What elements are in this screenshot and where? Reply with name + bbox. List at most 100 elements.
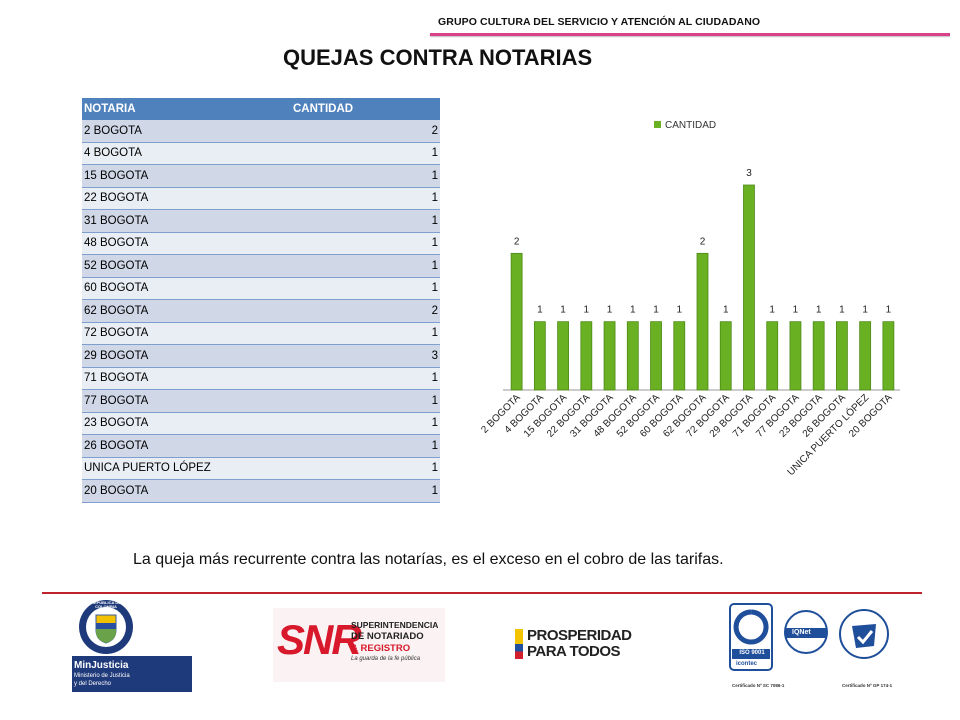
certificate-1-label: Certificado Nº SC 7086-1	[732, 683, 785, 688]
column-header-cantidad: CANTIDAD	[291, 98, 440, 120]
cantidad-cell: 2	[291, 299, 440, 323]
data-label: 1	[862, 305, 868, 316]
prosperidad-line1: PROSPERIDAD	[527, 627, 632, 644]
bar	[719, 321, 732, 391]
table-row: 15 BOGOTA 1	[82, 164, 440, 188]
table-row: 4 BOGOTA 1	[82, 142, 440, 165]
minjusticia-line2: y del Derecho	[74, 681, 112, 687]
bar	[696, 252, 709, 391]
notaria-cell: 62 BOGOTA	[82, 299, 291, 323]
data-label: 3	[746, 168, 752, 179]
table-row: 31 BOGOTA 1	[82, 209, 440, 233]
certificate-2-label: Certificado Nº GP 174-1	[842, 683, 893, 688]
notaria-cell: 60 BOGOTA	[82, 277, 291, 300]
table-row: 52 BOGOTA 1	[82, 254, 440, 278]
bar	[510, 252, 523, 391]
bar	[626, 321, 639, 391]
minjusticia-line1: Ministerio de Justicia	[74, 673, 130, 679]
snr-line3: & REGISTRO	[351, 643, 411, 654]
bar	[882, 321, 895, 391]
footnote: La queja más recurrente contra las notar…	[133, 551, 724, 568]
data-label: 2	[514, 236, 520, 247]
table-row: 60 BOGOTA 1	[82, 277, 440, 300]
chart-legend: CANTIDAD	[654, 120, 716, 131]
table-row: 23 BOGOTA 1	[82, 412, 440, 435]
icontec-label: icontec	[736, 661, 758, 667]
data-label: 1	[793, 305, 799, 316]
data-label: 1	[607, 305, 613, 316]
notaria-cell: 2 BOGOTA	[82, 120, 291, 143]
legend-swatch	[654, 121, 661, 128]
snr-logo: SNR SUPERINTENDENCIA DE NOTARIADO & REGI…	[273, 608, 445, 682]
notaria-cell: 52 BOGOTA	[82, 254, 291, 278]
snr-tagline: La guarda de la fe pública	[351, 656, 421, 662]
iso-label: ISO 9001	[739, 650, 765, 656]
table-row: 77 BOGOTA 1	[82, 389, 440, 413]
org-header: GRUPO CULTURA DEL SERVICIO Y ATENCIÓN AL…	[438, 16, 761, 28]
column-header-notaria: NOTARIA	[82, 98, 291, 120]
notaria-cell: 77 BOGOTA	[82, 389, 291, 413]
notaria-cell: 31 BOGOTA	[82, 209, 291, 233]
data-label: 1	[723, 305, 729, 316]
cantidad-cell: 1	[291, 457, 440, 480]
table-row: 22 BOGOTA 1	[82, 187, 440, 210]
cantidad-cell: 1	[291, 142, 440, 165]
iqnet-label: IQNet	[792, 629, 811, 636]
cantidad-cell: 1	[291, 209, 440, 233]
table-row: 29 BOGOTA 3	[82, 344, 440, 368]
bar	[557, 321, 569, 391]
cantidad-cell: 3	[291, 344, 440, 368]
bar	[743, 184, 755, 391]
minjusticia-name: MinJusticia	[74, 660, 129, 671]
bar	[789, 321, 802, 391]
cantidad-cell: 1	[291, 479, 440, 503]
data-label: 1	[769, 305, 775, 316]
complaints-table: NOTARIA CANTIDAD 2 BOGOTA 2 4 BOGOTA 1 15 BO…	[82, 98, 440, 503]
notaria-cell: 22 BOGOTA	[82, 187, 291, 210]
table-row: UNICA PUERTO LÓPEZ 1	[82, 457, 440, 480]
bar	[766, 321, 779, 391]
cantidad-cell: 1	[291, 277, 440, 300]
prosperidad-line2: PARA TODOS	[527, 643, 621, 660]
data-label: 1	[560, 305, 566, 316]
bar	[812, 321, 825, 391]
page-title: QUEJAS CONTRA NOTARIAS	[283, 45, 593, 70]
legend-label: CANTIDAD	[665, 120, 716, 131]
notaria-cell: 72 BOGOTA	[82, 322, 291, 345]
notaria-cell: 29 BOGOTA	[82, 344, 291, 368]
data-label: 1	[653, 305, 659, 316]
cantidad-cell: 1	[291, 322, 440, 345]
notaria-cell: 15 BOGOTA	[82, 164, 291, 188]
data-label: 1	[816, 305, 822, 316]
coat-of-arms-icon	[72, 600, 192, 692]
cantidad-cell: 1	[291, 389, 440, 413]
cantidad-cell: 1	[291, 164, 440, 188]
prosperidad-logo: PROSPERIDAD PARA TODOS	[515, 627, 643, 663]
bar	[836, 321, 848, 391]
data-label: 1	[886, 305, 892, 316]
cantidad-cell: 1	[291, 187, 440, 210]
data-label: 1	[630, 305, 636, 316]
bar	[673, 321, 686, 391]
notaria-cell: 26 BOGOTA	[82, 434, 291, 458]
table-header-row: NOTARIA CANTIDAD	[82, 98, 440, 120]
notaria-cell: 48 BOGOTA	[82, 232, 291, 255]
cantidad-cell: 1	[291, 412, 440, 435]
table-row: 71 BOGOTA 1	[82, 367, 440, 390]
table-row: 2 BOGOTA 2	[82, 120, 440, 143]
table-row: 48 BOGOTA 1	[82, 232, 440, 255]
certification-logos: ISO 9001 icontec IQNet Certificado Nº SC…	[726, 602, 893, 694]
header-divider	[430, 33, 950, 36]
cantidad-cell: 1	[291, 434, 440, 458]
footer-divider	[42, 592, 922, 594]
data-label: 1	[537, 305, 543, 316]
notaria-cell: UNICA PUERTO LÓPEZ	[82, 457, 291, 480]
colombia-flag-icon	[515, 629, 523, 659]
table-row: 20 BOGOTA 1	[82, 479, 440, 503]
minjusticia-logo: REPÚBLICA DE COLOMBIA MinJusticia Minist…	[66, 598, 194, 694]
table-row: 62 BOGOTA 2	[82, 299, 440, 323]
bar	[859, 321, 872, 391]
bar	[580, 321, 593, 391]
notaria-cell: 71 BOGOTA	[82, 367, 291, 390]
